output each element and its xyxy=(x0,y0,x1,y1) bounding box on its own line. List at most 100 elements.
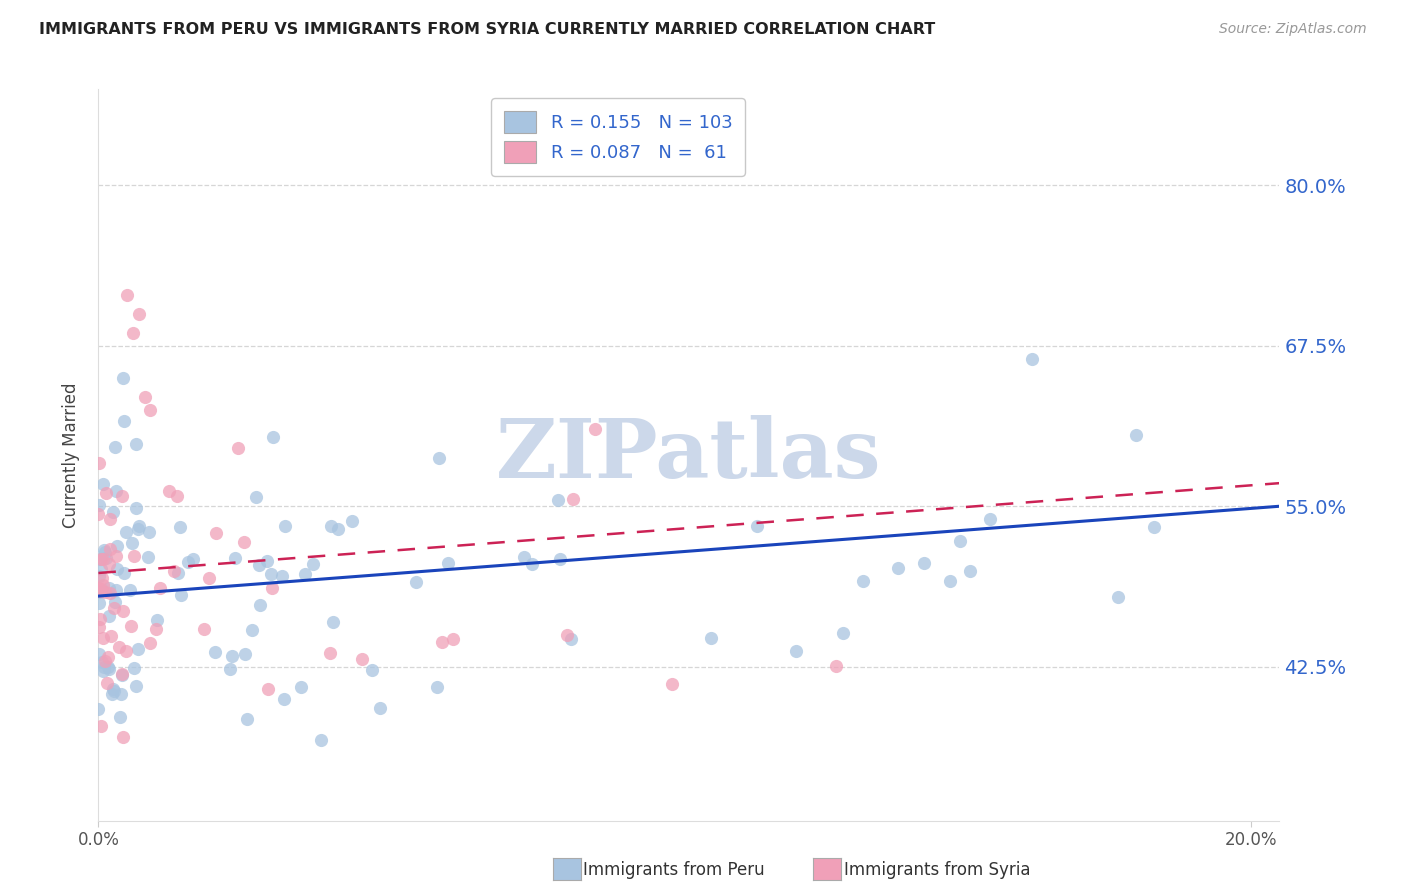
Point xyxy=(256,554,278,568)
Point xyxy=(245,490,267,504)
Point xyxy=(94,584,117,599)
Point xyxy=(87,596,110,610)
Point xyxy=(547,492,569,507)
Point xyxy=(181,552,204,566)
Point xyxy=(110,687,132,701)
Point xyxy=(87,585,110,599)
Point xyxy=(127,642,149,657)
Point xyxy=(114,644,136,658)
Point xyxy=(249,598,271,612)
Point xyxy=(101,682,124,697)
Point xyxy=(121,535,143,549)
Point xyxy=(430,635,453,649)
Legend: R = 0.155   N = 103, R = 0.087   N =  61: R = 0.155 N = 103, R = 0.087 N = 61 xyxy=(491,98,745,176)
Point xyxy=(93,660,115,674)
Point xyxy=(98,512,121,526)
Point xyxy=(111,371,134,385)
Point xyxy=(103,601,125,615)
Point xyxy=(124,437,146,451)
Point xyxy=(138,635,160,649)
Point xyxy=(94,654,117,668)
Point xyxy=(273,691,295,706)
Point xyxy=(91,571,114,585)
Point xyxy=(146,613,169,627)
Point xyxy=(167,566,190,581)
Point xyxy=(87,582,110,597)
Point xyxy=(912,557,935,571)
Point xyxy=(257,682,280,697)
Point xyxy=(555,628,578,642)
Point xyxy=(97,662,120,676)
Point xyxy=(219,662,242,676)
Point xyxy=(122,661,145,675)
Point xyxy=(128,307,150,321)
Point xyxy=(87,507,110,521)
Point xyxy=(127,522,149,536)
Point xyxy=(87,569,110,583)
Point xyxy=(785,644,807,658)
Point xyxy=(112,730,135,744)
Point xyxy=(302,557,325,571)
Point xyxy=(949,533,972,548)
Point xyxy=(96,676,118,690)
Point xyxy=(352,652,374,666)
Point xyxy=(233,648,256,662)
Point xyxy=(204,645,226,659)
Point xyxy=(104,440,127,454)
Point xyxy=(583,422,606,436)
Point xyxy=(90,582,112,596)
Point xyxy=(437,556,460,570)
Point xyxy=(1107,591,1129,605)
Point xyxy=(97,649,120,664)
Point xyxy=(87,456,110,470)
Point xyxy=(89,719,111,733)
Point xyxy=(104,595,127,609)
Point xyxy=(91,477,114,491)
Text: ZIPatlas: ZIPatlas xyxy=(496,415,882,495)
Point xyxy=(104,583,127,598)
Point xyxy=(87,581,110,595)
Point xyxy=(318,646,340,660)
Point xyxy=(274,519,297,533)
Point xyxy=(548,552,571,566)
Text: Source: ZipAtlas.com: Source: ZipAtlas.com xyxy=(1219,22,1367,37)
Point xyxy=(98,586,121,600)
Point xyxy=(89,551,111,566)
Point xyxy=(661,677,683,691)
Point xyxy=(939,574,962,588)
Point xyxy=(959,565,981,579)
Point xyxy=(138,549,160,564)
Point xyxy=(90,562,112,576)
Point xyxy=(176,555,198,569)
Point xyxy=(309,733,332,747)
Point xyxy=(125,501,148,516)
Point xyxy=(98,542,121,557)
Point xyxy=(94,486,117,500)
Point xyxy=(105,539,128,553)
Point xyxy=(115,287,138,301)
Point xyxy=(340,514,363,528)
Point xyxy=(93,542,115,557)
Text: Immigrants from Syria: Immigrants from Syria xyxy=(844,861,1031,879)
Point xyxy=(1125,428,1147,442)
Point xyxy=(166,489,188,503)
Point xyxy=(122,326,145,340)
Point xyxy=(205,526,228,541)
Point xyxy=(232,534,254,549)
Point xyxy=(294,566,316,581)
Point xyxy=(87,620,110,634)
Point xyxy=(1143,520,1166,534)
Point xyxy=(852,574,875,588)
Point xyxy=(157,483,180,498)
Point xyxy=(98,558,121,572)
Point xyxy=(319,519,342,533)
Point xyxy=(405,574,427,589)
Point xyxy=(112,604,135,618)
Point xyxy=(221,649,243,664)
Point xyxy=(112,413,135,427)
Point xyxy=(122,549,145,564)
Point xyxy=(87,499,110,513)
Point xyxy=(322,615,344,629)
Point xyxy=(89,584,111,599)
Point xyxy=(825,658,848,673)
